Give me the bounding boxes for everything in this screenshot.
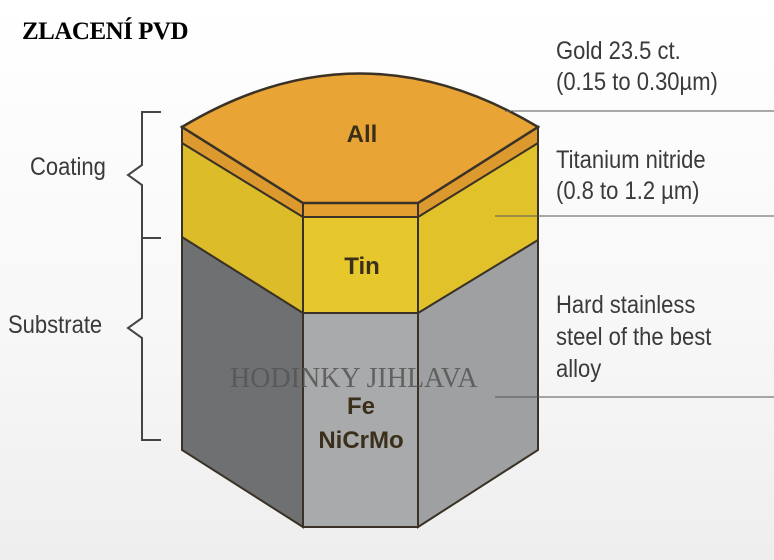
steel-code-fe: Fe — [346, 393, 375, 420]
coating-label: Coating — [30, 153, 106, 181]
gold-code: All — [346, 121, 378, 148]
tin-label-line2: (0.8 to 1.2 µm) — [556, 177, 700, 205]
substrate-label: Substrate — [8, 311, 103, 339]
steel-label-line3: alloy — [556, 355, 602, 383]
gold-top-face — [179, 72, 541, 205]
coating-bracket — [126, 111, 161, 239]
substrate-bracket — [126, 237, 161, 441]
gold-label-line1: Gold 23.5 ct. — [556, 37, 681, 65]
watermark: HODINKY JIHLAVA — [230, 363, 478, 394]
tin-label-line1: Titanium nitride — [556, 146, 706, 174]
steel-code-nicrmo: NiCrMo — [318, 427, 404, 454]
page-title: ZLACENÍ PVD — [22, 18, 189, 45]
steel-label-line1: Hard stainless — [556, 291, 696, 319]
gold-front-band — [302, 202, 419, 218]
tin-code: Tin — [344, 253, 380, 280]
steel-label-line2: steel of the best — [556, 323, 712, 351]
gold-label-line2: (0.15 to 0.30µm) — [556, 68, 718, 96]
